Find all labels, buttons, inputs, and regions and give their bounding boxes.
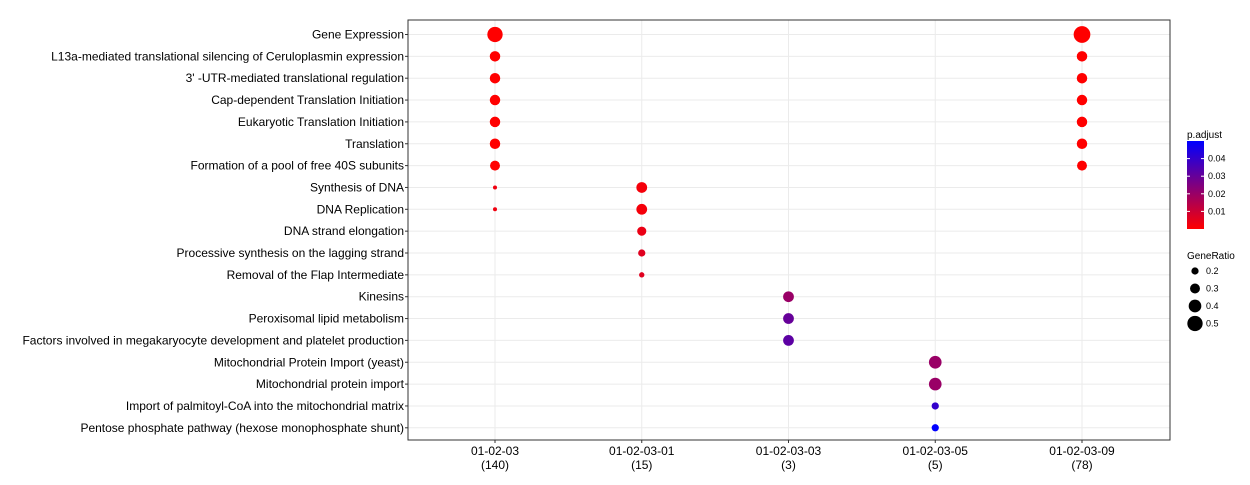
x-axis: 01-02-03(140)01-02-03-01(15)01-02-03-03(… xyxy=(471,440,1115,472)
dot-01-02-03-3-utr-mediated-translational-regulation xyxy=(489,72,501,84)
dot-01-02-03-dna-replication xyxy=(493,207,497,212)
points-layer xyxy=(487,26,1091,432)
y-tick-label: Mitochondrial Protein Import (yeast) xyxy=(214,355,404,369)
p-adjust-legend-title: p.adjust xyxy=(1187,130,1222,141)
dot-01-02-03-01-removal-of-the-flap-intermediate xyxy=(639,272,645,278)
dot-01-02-03-gene-expression xyxy=(487,26,503,43)
dot-01-02-03-09-eukaryotic-translation-initiation xyxy=(1076,116,1088,128)
y-tick-label: Cap-dependent Translation Initiation xyxy=(211,93,404,107)
x-tick-label: 01-02-03-01 xyxy=(609,444,675,458)
x-tick-count-label: (78) xyxy=(1071,458,1092,472)
dot-01-02-03-formation-of-a-pool-of-free-40s-subunits xyxy=(490,160,500,171)
dot-01-02-03-03-peroxisomal-lipid-metabolism xyxy=(783,313,794,324)
gene-ratio-legend-key xyxy=(1187,315,1203,332)
y-tick-label: Processive synthesis on the lagging stra… xyxy=(177,246,404,260)
grid-layer xyxy=(408,20,1170,440)
dot-01-02-03-01-dna-replication xyxy=(636,203,648,215)
x-tick-label: 01-02-03-09 xyxy=(1049,444,1115,458)
gene-ratio-legend-tick: 0.2 xyxy=(1206,266,1219,276)
x-tick-count-label: (3) xyxy=(781,458,796,472)
y-tick-label: Pentose phosphate pathway (hexose monoph… xyxy=(80,421,404,435)
y-tick-label: Factors involved in megakaryocyte develo… xyxy=(22,333,404,347)
p-adjust-legend: p.adjust 0.04 0.03 0.02 0.01 xyxy=(1187,130,1226,229)
dot-01-02-03-eukaryotic-translation-initiation xyxy=(489,116,501,128)
x-tick-label: 01-02-03 xyxy=(471,444,519,458)
x-tick-label: 01-02-03-05 xyxy=(903,444,969,458)
y-tick-label: Kinesins xyxy=(359,290,404,304)
dot-01-02-03-l13a-mediated-translational-silencing-of-ceruloplasmin-expression xyxy=(489,51,501,62)
x-tick-label: 01-02-03-03 xyxy=(756,444,822,458)
gene-ratio-legend-key xyxy=(1191,267,1199,275)
dot-01-02-03-03-kinesins xyxy=(783,291,794,303)
y-tick-label: Translation xyxy=(345,137,404,151)
dot-01-02-03-01-processive-synthesis-on-the-lagging-strand xyxy=(638,249,646,257)
gene-ratio-legend-tick: 0.5 xyxy=(1206,319,1219,329)
y-tick-label: Removal of the Flap Intermediate xyxy=(227,268,405,282)
gene-ratio-legend-tick: 0.3 xyxy=(1206,284,1219,294)
y-tick-label: Formation of a pool of free 40S subunits xyxy=(191,159,404,173)
p-adjust-legend-tick: 0.01 xyxy=(1208,206,1226,216)
dot-01-02-03-09-gene-expression xyxy=(1073,26,1091,43)
dot-01-02-03-09-cap-dependent-translation-initiation xyxy=(1076,94,1088,106)
dot-01-02-03-05-mitochondrial-protein-import-yeast xyxy=(928,355,942,369)
x-tick-count-label: (15) xyxy=(631,458,652,472)
x-tick-count-label: (140) xyxy=(481,458,509,472)
y-tick-label: DNA Replication xyxy=(317,202,404,216)
dot-01-02-03-09-translation xyxy=(1076,138,1088,149)
y-tick-label: DNA strand elongation xyxy=(284,224,404,238)
y-tick-label: Peroxisomal lipid metabolism xyxy=(249,312,404,326)
gene-ratio-legend-key xyxy=(1190,283,1200,294)
dot-01-02-03-05-mitochondrial-protein-import xyxy=(928,377,942,391)
x-tick-count-label: (5) xyxy=(928,458,943,472)
dot-01-02-03-03-factors-involved-in-megakaryocyte-development-and-platelet-production xyxy=(783,335,794,346)
p-adjust-legend-tick: 0.02 xyxy=(1208,189,1226,199)
p-adjust-legend-tick: 0.04 xyxy=(1208,154,1226,164)
gene-ratio-legend-tick: 0.4 xyxy=(1206,301,1219,311)
y-tick-label: L13a-mediated translational silencing of… xyxy=(51,49,404,63)
dot-01-02-03-05-pentose-phosphate-pathway-hexose-monophosphate-shunt xyxy=(931,424,939,432)
y-axis: Gene Expression L13a-mediated translation… xyxy=(22,28,408,435)
y-tick-label: Import of palmitoyl-CoA into the mitocho… xyxy=(126,399,404,413)
dot-01-02-03-cap-dependent-translation-initiation xyxy=(489,94,501,106)
dot-01-02-03-01-synthesis-of-dna xyxy=(636,182,648,193)
dot-01-02-03-09-3-utr-mediated-translational-regulation xyxy=(1076,72,1088,84)
gene-ratio-legend: GeneRatio 0.2 0.3 0.4 0.5 xyxy=(1187,251,1235,332)
y-tick-label: Mitochondrial protein import xyxy=(256,377,405,391)
y-tick-label: Gene Expression xyxy=(312,28,404,42)
dot-01-02-03-05-import-of-palmitoyl-coa-into-the-mitochondrial-matrix xyxy=(931,402,939,410)
dot-01-02-03-synthesis-of-dna xyxy=(493,185,497,190)
dot-01-02-03-01-dna-strand-elongation xyxy=(637,226,647,236)
y-tick-label: 3' -UTR-mediated translational regulatio… xyxy=(186,71,404,85)
y-tick-label: Synthesis of DNA xyxy=(310,180,404,194)
dot-01-02-03-translation xyxy=(489,138,501,149)
p-adjust-legend-tick: 0.03 xyxy=(1208,171,1226,181)
dot-01-02-03-09-l13a-mediated-translational-silencing-of-ceruloplasmin-expression xyxy=(1076,51,1088,62)
gene-ratio-legend-key xyxy=(1188,299,1202,313)
y-tick-label: Eukaryotic Translation Initiation xyxy=(238,115,404,129)
gene-ratio-legend-title: GeneRatio xyxy=(1187,251,1235,262)
dot-01-02-03-09-formation-of-a-pool-of-free-40s-subunits xyxy=(1077,160,1087,171)
p-adjust-color-bar xyxy=(1187,141,1204,229)
